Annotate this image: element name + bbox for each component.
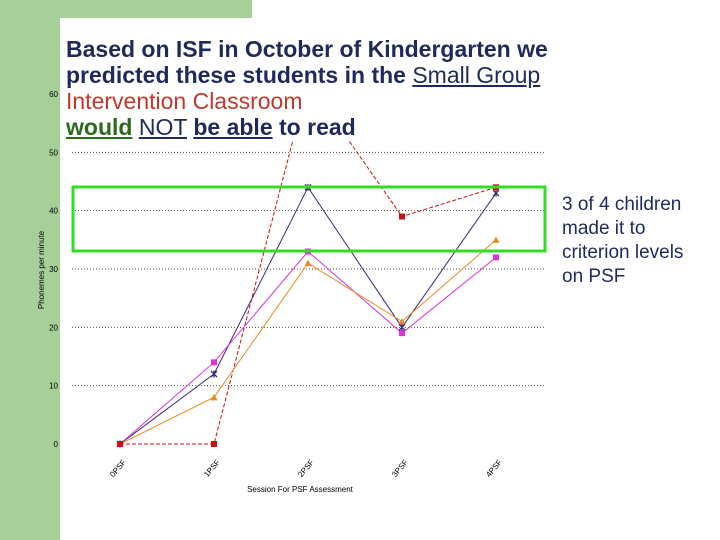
title-part: Intervention Classroom [66,88,303,114]
note-line: made it to [562,218,646,239]
marker [210,393,218,401]
x-tick-label: 4PSF [484,458,504,479]
marker [399,213,405,220]
marker [492,236,500,243]
series-line [120,81,497,445]
y-tick-label: 60 [49,90,58,99]
x-axis-label: Session For PSF Assessment [247,485,354,494]
highlight-box [71,185,547,253]
marker [211,441,217,447]
series-line [119,250,497,445]
title-part: Based on ISF in October of Kindergarten … [66,36,548,62]
note: 3 of 4 children made it to criterion lev… [562,193,720,289]
top-band [60,0,252,18]
title-part: to read [279,114,356,140]
marker [117,441,123,447]
marker [399,330,405,337]
y-tick-label: 40 [49,207,58,216]
x-tick-label: 1PSF [202,458,222,479]
marker [492,189,500,197]
marker [304,259,312,267]
marker [398,323,406,331]
series-line [119,186,497,445]
y-tick-label: 50 [49,148,58,157]
note-line: 3 of 4 children [562,194,682,215]
y-tick-label: 30 [49,265,58,274]
x-tick-label: 2PSF [296,458,316,479]
y-tick-label: 20 [49,323,58,332]
note-line: on PSF [562,266,626,287]
marker [493,254,499,261]
title-part: Small Group [412,62,541,88]
x-tick-label: 0PSF [108,458,128,479]
y-tick-label: 10 [49,382,58,391]
marker [211,359,217,366]
marker [398,318,406,325]
y-tick-label: 0 [54,440,59,449]
series-line [119,239,497,445]
title-part: would [66,114,133,140]
note-line: criterion levels [562,242,684,263]
marker [210,370,218,378]
x-tick-label: 3PSF [390,458,410,479]
side-band [0,0,60,540]
title-part: be able [193,114,273,140]
title: Based on ISF in October of Kindergarten … [66,36,666,140]
title-part: NOT [138,114,187,140]
y-axis-label: Phonemes per minute [37,230,46,309]
title-part: predicted these students in the [66,62,406,88]
